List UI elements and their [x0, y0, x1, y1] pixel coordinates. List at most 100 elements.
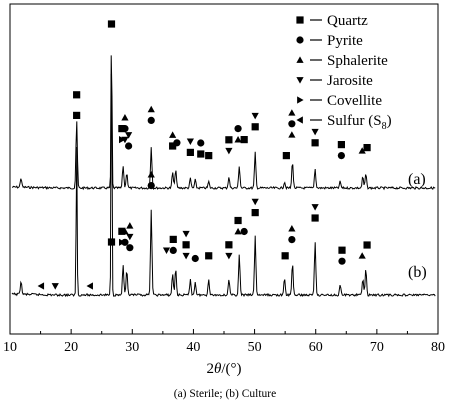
triangle-down-marker	[251, 198, 259, 206]
legend: Quartz Pyrite Sphalerite Jarosite Covellite S…	[296, 13, 392, 132]
circle-marker	[173, 139, 181, 147]
triangle-up-marker	[121, 114, 129, 121]
triangle-up-marker	[288, 109, 296, 116]
square-marker	[169, 235, 177, 243]
circle-marker	[337, 152, 345, 160]
circle-marker	[126, 244, 134, 252]
square-marker	[225, 241, 233, 249]
square-marker	[73, 91, 81, 99]
x-tick-label: 70	[370, 340, 384, 355]
triangle-up-marker	[169, 131, 177, 138]
legend-triangle-right-marker	[297, 96, 304, 104]
square-marker	[205, 152, 213, 160]
x-tick-label: 80	[431, 340, 445, 355]
triangle-down-marker	[125, 132, 133, 139]
square-marker	[311, 139, 319, 147]
xrd-trace-a	[11, 55, 436, 191]
square-marker	[234, 216, 242, 225]
square-marker	[169, 142, 177, 150]
xrd-traces	[11, 55, 436, 298]
square-marker	[251, 123, 259, 131]
legend-triangle-up-marker	[296, 56, 304, 63]
x-tick-label: 40	[186, 340, 200, 355]
legend-triangle-down-marker	[296, 77, 304, 84]
square-marker	[281, 252, 289, 260]
circle-marker	[197, 139, 205, 147]
square-marker	[282, 152, 290, 160]
triangle-down-marker	[251, 112, 259, 120]
triangle-up-marker	[234, 227, 242, 235]
x-axis-label: 2θ/(°)	[206, 361, 241, 377]
circle-marker	[191, 254, 199, 263]
triangle-up-marker	[234, 136, 242, 143]
legend-label: Jarosite	[327, 73, 373, 89]
circle-marker	[338, 257, 346, 265]
x-tick-label: 10	[3, 340, 17, 355]
square-marker	[182, 241, 190, 249]
square-marker	[251, 209, 259, 217]
circle-marker	[169, 246, 177, 254]
triangle-down-marker	[311, 204, 319, 211]
triangle-up-marker	[288, 131, 296, 138]
square-marker	[240, 136, 248, 144]
square-marker	[186, 148, 194, 156]
square-marker	[311, 214, 319, 222]
square-marker	[337, 141, 345, 149]
triangle-right-marker	[119, 136, 126, 144]
legend-label: Sphalerite	[327, 53, 388, 69]
circle-marker	[240, 227, 248, 236]
circle-marker	[121, 125, 129, 133]
phase-markers	[37, 20, 371, 290]
figure-caption: (a) Sterile; (b) Culture	[173, 388, 277, 400]
legend-label: Quartz	[327, 13, 368, 29]
square-marker	[225, 136, 233, 144]
triangle-down-marker	[311, 128, 319, 136]
triangle-up-marker	[288, 225, 296, 232]
triangle-down-marker	[182, 230, 190, 238]
triangle-up-marker	[147, 171, 155, 178]
triangle-left-marker	[37, 282, 45, 290]
circle-marker	[288, 236, 296, 244]
triangle-up-marker	[147, 105, 155, 113]
x-tick-label: 60	[309, 340, 323, 355]
series-labels: (a) (b)	[408, 171, 427, 281]
square-marker	[107, 238, 116, 246]
triangle-down-marker	[182, 252, 190, 260]
legend-circle-marker	[296, 36, 304, 44]
square-marker	[363, 144, 371, 152]
square-marker	[363, 241, 371, 249]
x-axis-ticks: 10 20 30 40 50 60 70 80	[3, 329, 445, 355]
legend-square-marker	[296, 16, 304, 24]
square-marker	[107, 20, 116, 28]
x-tick-label: 50	[248, 340, 262, 355]
triangle-down-marker	[225, 252, 233, 260]
triangle-down-marker	[225, 147, 233, 155]
square-marker	[338, 246, 346, 254]
triangle-up-marker	[358, 252, 366, 259]
square-marker	[197, 150, 205, 158]
xrd-trace-b	[11, 73, 436, 298]
circle-marker	[121, 238, 129, 246]
legend-label: Pyrite	[327, 33, 363, 49]
square-marker	[205, 252, 213, 260]
triangle-down-marker	[121, 136, 129, 144]
square-marker	[73, 111, 81, 119]
legend-label: Sulfur (S8)	[327, 113, 392, 132]
series-label-b: (b)	[408, 264, 427, 281]
x-tick-label: 30	[125, 340, 139, 355]
triangle-down-marker	[186, 138, 194, 145]
triangle-down-marker	[162, 247, 171, 254]
circle-marker	[147, 116, 155, 124]
circle-marker	[147, 182, 155, 190]
circle-marker	[125, 142, 133, 150]
circle-marker	[288, 120, 296, 128]
triangle-down-marker	[51, 283, 59, 290]
triangle-left-marker	[86, 282, 93, 290]
circle-marker	[234, 125, 242, 133]
triangle-up-marker	[121, 227, 129, 235]
legend-label: Covellite	[327, 93, 382, 109]
triangle-up-marker	[126, 222, 134, 229]
series-label-a: (a)	[408, 171, 426, 188]
x-tick-label: 20	[64, 340, 78, 355]
